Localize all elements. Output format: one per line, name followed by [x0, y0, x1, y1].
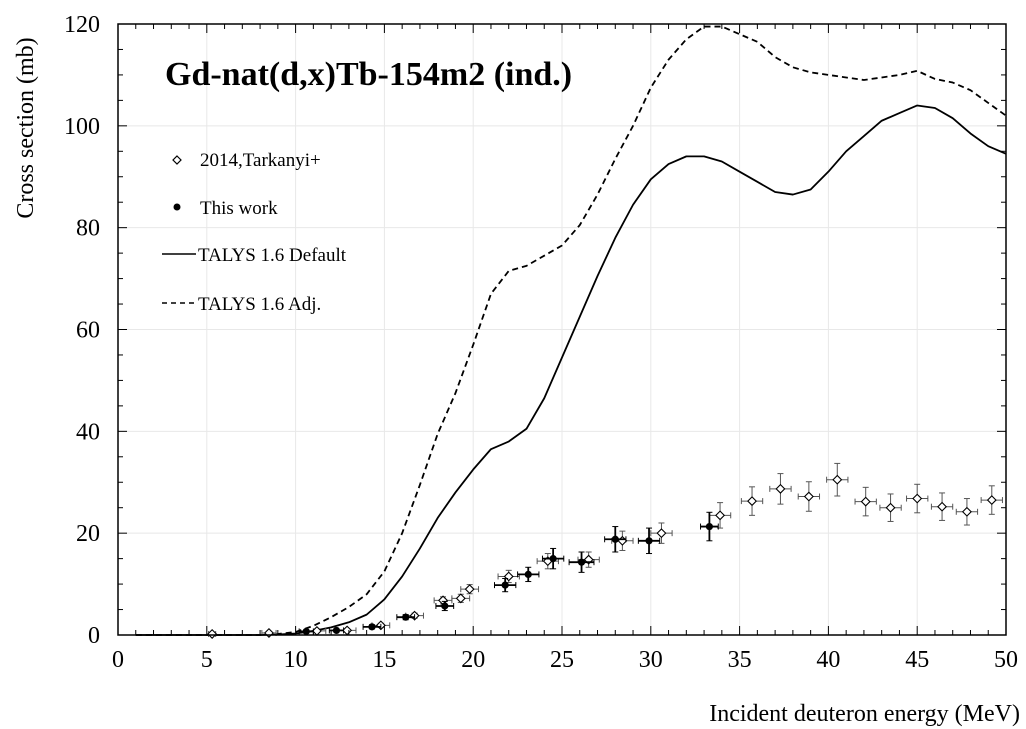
this-work-point — [302, 627, 310, 636]
chart-title: Gd-nat(d,x)Tb-154m2 (ind.) — [165, 56, 572, 93]
x-tick-label: 35 — [728, 647, 752, 673]
tarkanyi-point — [656, 528, 667, 539]
x-tick-label: 0 — [112, 647, 124, 673]
tarkanyi-point — [464, 584, 475, 595]
legend-label: TALYS 1.6 Adj. — [198, 294, 321, 315]
tarkanyi-point — [311, 625, 322, 636]
y-axis-title: Cross section (mb) — [13, 37, 39, 218]
x-axis-title: Incident deuteron energy (MeV) — [709, 701, 1020, 727]
y-tick-label: 40 — [76, 419, 100, 445]
y-tick-label: 0 — [88, 623, 100, 649]
tarkanyi-point — [747, 496, 758, 507]
x-tick-label: 5 — [201, 647, 213, 673]
x-tick-label: 40 — [816, 647, 840, 673]
this-work-point — [705, 522, 714, 531]
x-tick-label: 10 — [284, 647, 308, 673]
legend-item-this-work: This work — [173, 198, 278, 219]
this-work-point — [441, 602, 449, 610]
talys-adj-curve — [135, 25, 1007, 636]
legend-item-tarkanyi: 2014,Tarkanyi+ — [172, 150, 321, 171]
tarkanyi-point — [885, 502, 896, 513]
grid-layer — [118, 24, 1006, 635]
legend-item-talys-adj: TALYS 1.6 Adj. — [162, 294, 321, 315]
y-tick-label: 60 — [76, 318, 100, 344]
tarkanyi-point — [832, 474, 843, 485]
legend-filled-circle-marker — [173, 203, 181, 211]
legend-label: 2014,Tarkanyi+ — [200, 150, 321, 171]
tarkanyi-point — [342, 625, 353, 636]
legend-label: This work — [200, 198, 278, 219]
tarkanyi-point — [775, 483, 786, 494]
this-work-point — [611, 535, 619, 543]
legend-item-talys-default: TALYS 1.6 Default — [162, 245, 347, 266]
legend: 2014,Tarkanyi+ This work TALYS 1.6 Defau… — [162, 150, 347, 315]
series-layer — [135, 25, 1007, 639]
tarkanyi-point — [455, 593, 466, 604]
y-tick-label: 100 — [64, 114, 100, 140]
x-tick-label: 50 — [994, 647, 1018, 673]
tarkanyi-point — [207, 629, 218, 639]
this-work-point — [577, 558, 586, 566]
tarkanyi-point — [803, 491, 814, 502]
tarkanyi-point — [860, 496, 871, 507]
x-tick-label: 20 — [461, 647, 485, 673]
tarkanyi-point — [503, 571, 514, 582]
x-tick-label: 45 — [905, 647, 929, 673]
legend-open-diamond-marker — [172, 155, 182, 165]
x-tick-label: 25 — [550, 647, 574, 673]
y-tick-label: 80 — [76, 216, 100, 242]
this-work-point — [549, 555, 557, 563]
this-work-point — [368, 623, 376, 631]
x-tick-label: 30 — [639, 647, 663, 673]
tarkanyi-point — [986, 495, 997, 506]
x-tick-label: 15 — [372, 647, 396, 673]
this-work-point — [501, 581, 509, 589]
tarkanyi-point — [715, 510, 726, 521]
legend-label: TALYS 1.6 Default — [198, 245, 347, 266]
tarkanyi-point — [912, 493, 923, 504]
tarkanyi-point — [937, 501, 948, 512]
tarkanyi-point — [617, 535, 628, 546]
this-work-point — [645, 537, 653, 545]
tarkanyi-point — [263, 627, 274, 638]
this-work-point — [402, 613, 410, 621]
y-tick-label: 20 — [76, 521, 100, 547]
tarkanyi-point — [961, 506, 972, 517]
ticks-layer: 0 5 10 15 20 25 30 35 40 45 50 0 20 40 60 80 100 120 — [64, 12, 1018, 673]
this-work-point — [332, 626, 341, 635]
this-work-point — [524, 570, 532, 579]
y-tick-label: 120 — [64, 12, 100, 38]
talys-default-curve — [135, 104, 1007, 636]
